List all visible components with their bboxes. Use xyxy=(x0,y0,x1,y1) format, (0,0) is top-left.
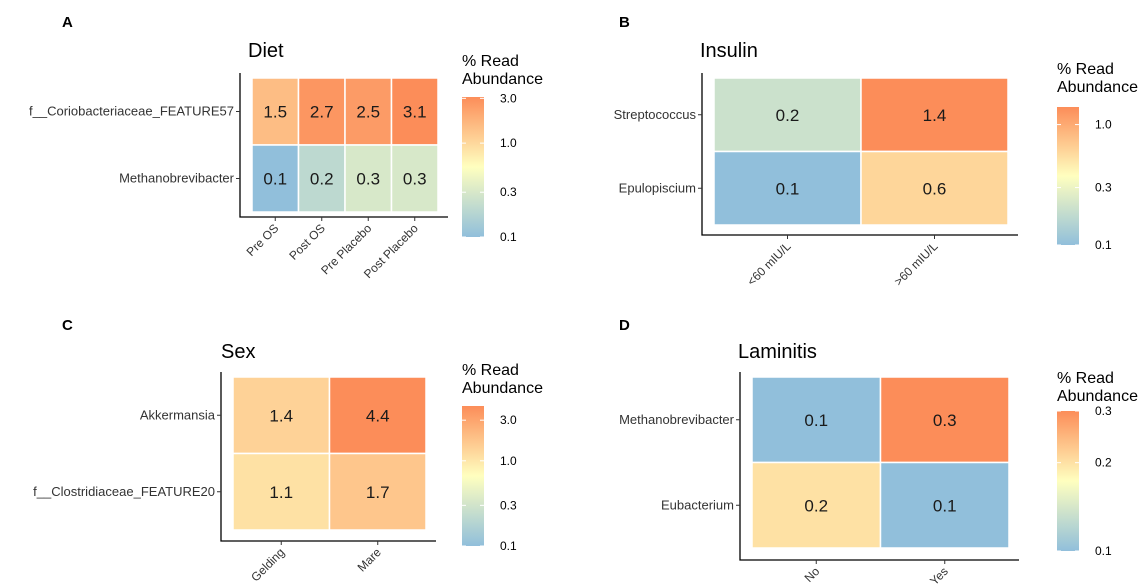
x-tick-label: Pre OS xyxy=(244,221,282,259)
legend-colorbar xyxy=(462,97,484,237)
cell-value-label: 1.4 xyxy=(269,406,293,425)
cell-value-label: 4.4 xyxy=(366,406,390,425)
panel-d: D Laminitis 0.1 0.3 0.2 0.1 Methanobrevibact… xyxy=(619,317,1138,588)
heatmap-cell xyxy=(328,376,427,455)
x-tick-label: Mare xyxy=(355,545,384,574)
cell-value-label: 0.1 xyxy=(263,170,287,189)
legend-title-line1: % Read xyxy=(1057,370,1114,387)
y-tick-label: Streptococcus xyxy=(614,107,697,122)
panel-c: C Sex 1.4 4.4 1.1 1.7 Akkermansia f__Clostrid… xyxy=(33,317,543,584)
legend-tick-label: 3.0 xyxy=(500,91,517,105)
legend-tick-label: 1.0 xyxy=(1095,118,1112,132)
legend-title-line1: % Read xyxy=(1057,61,1114,78)
legend-tick-label: 0.1 xyxy=(1095,544,1112,558)
heatmap-cell xyxy=(390,144,439,213)
x-tick-label: <60 mIU/L xyxy=(744,239,794,289)
panel-letter: C xyxy=(62,317,73,334)
x-tick-label: Gelding xyxy=(248,545,287,584)
panel-title: Diet xyxy=(248,40,284,62)
cell-value-label: 0.1 xyxy=(933,496,957,515)
y-tick-label: f__Clostridiaceae_FEATURE20 xyxy=(33,484,215,499)
heatmap-cell xyxy=(297,144,346,213)
x-tick-label: >60 mIU/L xyxy=(891,239,941,289)
axis-lines xyxy=(239,73,448,218)
y-tick-label: Methanobrevibacter xyxy=(619,412,735,427)
legend-tick-label: 0.1 xyxy=(500,230,517,244)
legend-colorbar xyxy=(462,406,484,546)
heatmap-cell xyxy=(390,77,439,146)
legend-tick-label: 1.0 xyxy=(500,454,517,468)
x-tick-label: No xyxy=(802,564,823,585)
axis-lines xyxy=(739,372,1019,561)
y-tick-label: Akkermansia xyxy=(140,407,216,422)
cell-value-label: 2.5 xyxy=(356,103,380,122)
heatmap-cell xyxy=(251,77,300,146)
heatmap-cell xyxy=(232,452,331,531)
cell-value-label: 0.2 xyxy=(310,170,334,189)
panel-letter: B xyxy=(619,14,630,31)
axis-lines xyxy=(701,73,1018,236)
legend-tick-label: 0.3 xyxy=(500,185,517,199)
panel-title: Insulin xyxy=(700,40,758,62)
cell-value-label: 0.2 xyxy=(776,106,800,125)
cell-value-label: 2.7 xyxy=(310,103,334,122)
legend-title-line2: Abundance xyxy=(1057,79,1138,96)
legend-tick-label: 0.3 xyxy=(1095,404,1112,418)
y-tick-label: f__Coriobacteriaceae_FEATURE57 xyxy=(29,104,234,119)
cell-value-label: 0.3 xyxy=(356,170,380,189)
heatmap-cell xyxy=(713,150,862,226)
heatmap-cell xyxy=(879,376,1010,464)
legend-tick-label: 3.0 xyxy=(500,413,517,427)
heatmap-cell xyxy=(251,144,300,213)
heatmap-cell xyxy=(860,150,1009,226)
panel-a: A Diet 1.5 2.7 2.5 3.1 0.1 0.2 0.3 0.3 f__Coriob… xyxy=(29,14,543,281)
cell-value-label: 0.6 xyxy=(923,179,947,198)
cell-value-label: 0.1 xyxy=(776,179,800,198)
heatmap-cell xyxy=(879,461,1010,549)
panel-title: Laminitis xyxy=(738,341,817,363)
panel-letter: A xyxy=(62,14,73,31)
legend-tick-label: 0.3 xyxy=(500,498,517,512)
cell-value-label: 0.2 xyxy=(804,496,828,515)
legend-tick-label: 0.3 xyxy=(1095,181,1112,195)
legend-colorbar xyxy=(1057,107,1079,245)
legend-title-line1: % Read xyxy=(462,362,519,379)
cell-value-label: 1.4 xyxy=(923,106,947,125)
cell-value-label: 0.1 xyxy=(804,411,828,430)
legend-tick-label: 0.2 xyxy=(1095,456,1112,470)
cell-value-label: 0.3 xyxy=(403,170,427,189)
heatmap-cell xyxy=(328,452,427,531)
cell-value-label: 1.7 xyxy=(366,483,390,502)
x-tick-label: Post OS xyxy=(286,221,327,262)
legend-title-line2: Abundance xyxy=(462,71,543,88)
y-tick-label: Methanobrevibacter xyxy=(119,171,235,186)
legend-title-line2: Abundance xyxy=(1057,388,1138,405)
heatmap-cell xyxy=(344,144,393,213)
y-tick-label: Eubacterium xyxy=(661,497,734,512)
cell-value-label: 3.1 xyxy=(403,103,427,122)
legend-title-line2: Abundance xyxy=(462,380,543,397)
cell-value-label: 0.3 xyxy=(933,411,957,430)
heatmap-cell xyxy=(713,77,862,153)
heatmap-cell xyxy=(751,376,882,464)
cell-value-label: 1.5 xyxy=(263,103,287,122)
legend-title-line1: % Read xyxy=(462,53,519,70)
legend-colorbar xyxy=(1057,411,1079,551)
panel-title: Sex xyxy=(221,341,255,363)
y-tick-label: Epulopiscium xyxy=(619,180,696,195)
legend-tick-label: 1.0 xyxy=(500,136,517,150)
axis-lines xyxy=(220,372,436,542)
panel-letter: D xyxy=(619,317,630,334)
cell-value-label: 1.1 xyxy=(269,483,293,502)
legend-tick-label: 0.1 xyxy=(1095,238,1112,252)
heatmap-cell xyxy=(297,77,346,146)
legend-tick-label: 0.1 xyxy=(500,539,517,553)
panel-b: B Insulin 0.2 1.4 0.1 0.6 Streptococcus Epulo… xyxy=(614,14,1138,289)
heatmap-cell xyxy=(751,461,882,549)
x-tick-label: Yes xyxy=(927,564,951,588)
